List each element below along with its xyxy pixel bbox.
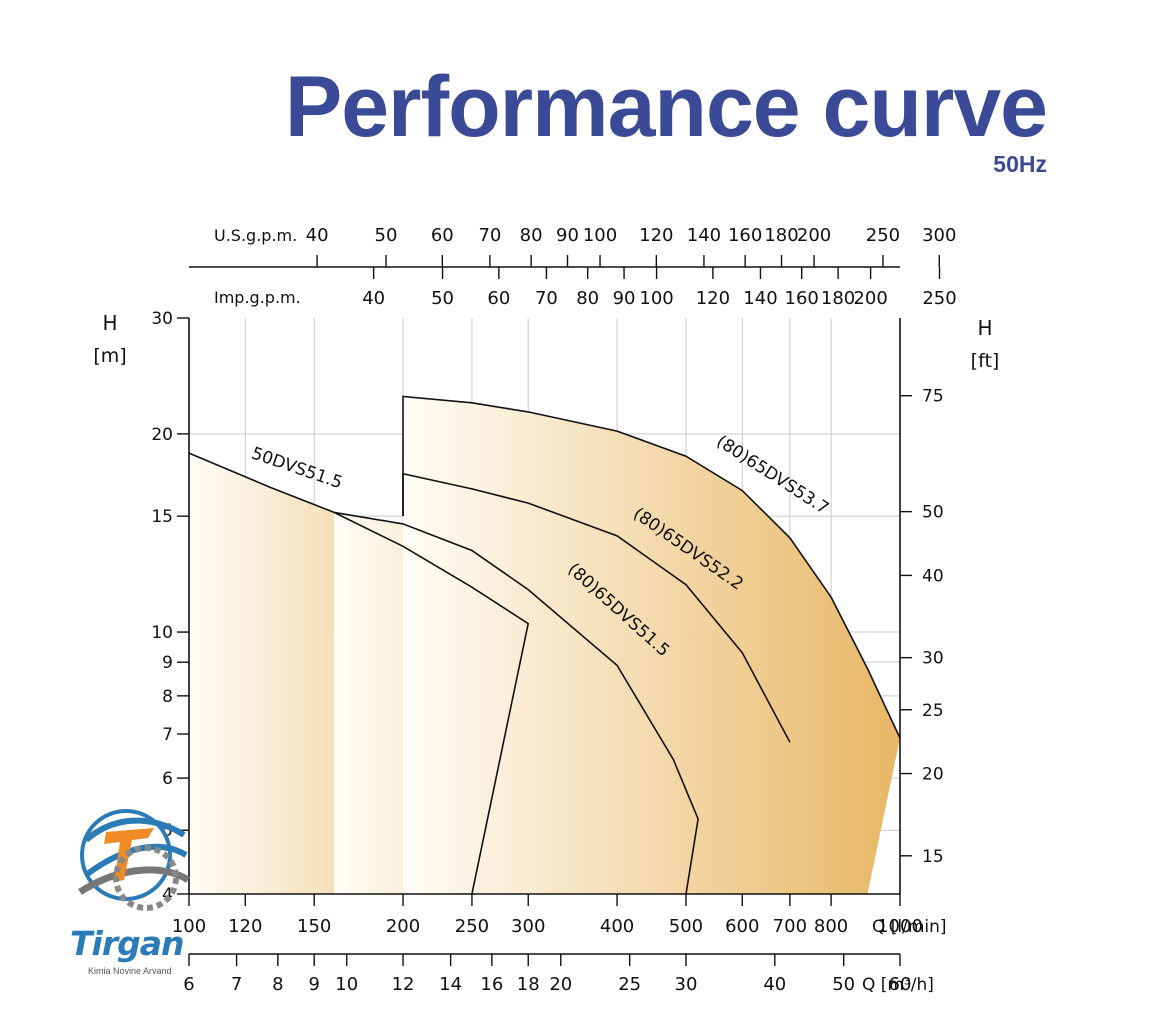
axis-unit-left: [m] (93, 345, 126, 367)
tick-label-m3h: 10 (335, 974, 358, 995)
curve-lines (188, 395, 901, 895)
tick-label-impgpm: 200 (853, 288, 887, 309)
tick-label-lmin: 100 (172, 916, 206, 937)
logo-wordmark: Tirgan (70, 924, 184, 963)
tick-label-right: 40 (922, 566, 944, 586)
tirgan-logo-icon (78, 809, 190, 911)
tick-label-usgpm: 300 (922, 225, 956, 246)
tick-label-m3h: 8 (272, 974, 283, 995)
tick-label-lmin: 120 (228, 916, 262, 937)
tick-label-left: 5 (162, 821, 173, 841)
tick-label-m3h: 25 (618, 974, 641, 995)
series-fill-3 (403, 396, 900, 894)
tick-label-m3h: 20 (549, 974, 572, 995)
tick-label-left: 20 (151, 425, 173, 445)
series-line-3 (402, 395, 901, 739)
axis-label-left: H (102, 311, 117, 335)
tick-label-impgpm: 250 (922, 288, 956, 309)
tick-label-lmin: 500 (669, 916, 703, 937)
tick-label-usgpm: 250 (866, 225, 900, 246)
tick-label-impgpm: 70 (535, 288, 558, 309)
frequency-subtitle: 50Hz (993, 151, 1047, 177)
series-line-0 (188, 452, 530, 895)
axes: 4 5 6 7 8 9 10 15 20 30 H [m] 15 20 25 30 40 50 75 H [ft] 100… (93, 225, 999, 995)
tick-label-left: 6 (162, 769, 173, 789)
tick-label-m3h: 18 (517, 974, 540, 995)
tick-label-right: 75 (922, 387, 944, 407)
tick-label-impgpm: 100 (639, 288, 673, 309)
tick-label-usgpm: 90 (556, 225, 579, 246)
tick-label-left: 30 (151, 309, 173, 329)
tick-label-usgpm: 200 (797, 225, 831, 246)
tick-label-lmin: 700 (773, 916, 807, 937)
axis-label-lmin: Q [l/min] (872, 917, 947, 937)
axis-label-usgpm: U.S.g.p.m. (214, 226, 297, 245)
tick-label-usgpm: 120 (639, 225, 673, 246)
axis-label-m3h: Q [m³/h] (862, 975, 934, 995)
tick-label-left: 9 (162, 653, 173, 673)
tick-label-m3h: 6 (183, 974, 194, 995)
tick-label-m3h: 12 (392, 974, 415, 995)
tick-label-m3h: 50 (832, 974, 855, 995)
tick-label-m3h: 60 (889, 974, 912, 995)
tick-label-impgpm: 140 (743, 288, 777, 309)
tick-label-lmin: 200 (386, 916, 420, 937)
tick-label-right: 20 (922, 765, 944, 785)
axis-unit-right: [ft] (971, 350, 1000, 372)
axis-label-impgpm: Imp.g.p.m. (214, 288, 301, 307)
tick-label-usgpm: 160 (728, 225, 762, 246)
tick-label-lmin: 250 (455, 916, 489, 937)
tick-label-left: 8 (162, 687, 173, 707)
tick-label-lmin: 1000 (877, 916, 923, 937)
tick-label-left: 10 (151, 623, 173, 643)
tick-label-right: 25 (922, 701, 944, 721)
curve-fills (189, 396, 900, 894)
tick-label-m3h: 16 (480, 974, 503, 995)
series-line-2 (402, 472, 791, 743)
series-line-1 (333, 511, 699, 895)
logo-tagline: Kimia Novine Arvand (88, 966, 172, 976)
tick-label-m3h: 7 (231, 974, 242, 995)
axis-label-right: H (977, 316, 992, 340)
tick-label-usgpm: 70 (478, 225, 501, 246)
tick-label-lmin: 300 (511, 916, 545, 937)
tick-label-usgpm: 80 (520, 225, 543, 246)
tick-label-usgpm: 60 (431, 225, 454, 246)
tick-label-left: 15 (151, 507, 173, 527)
tick-label-lmin: 150 (297, 916, 331, 937)
tick-label-left: 7 (162, 725, 173, 745)
tick-label-m3h: 40 (763, 974, 786, 995)
tick-label-m3h: 30 (675, 974, 698, 995)
tick-label-right: 15 (922, 847, 944, 867)
tick-label-impgpm: 50 (431, 288, 454, 309)
tick-label-right: 50 (922, 503, 944, 523)
tick-label-lmin: 600 (725, 916, 759, 937)
tick-label-impgpm: 40 (362, 288, 385, 309)
tick-label-usgpm: 40 (306, 225, 329, 246)
tick-label-impgpm: 160 (785, 288, 819, 309)
tick-label-lmin: 400 (600, 916, 634, 937)
tick-label-usgpm: 180 (764, 225, 798, 246)
tick-label-impgpm: 120 (696, 288, 730, 309)
tick-label-left: 4 (162, 885, 173, 905)
tick-label-impgpm: 180 (821, 288, 855, 309)
tick-label-impgpm: 80 (576, 288, 599, 309)
tick-label-usgpm: 140 (687, 225, 721, 246)
tick-label-right: 30 (922, 649, 944, 669)
tick-label-usgpm: 100 (583, 225, 617, 246)
tick-label-m3h: 14 (439, 974, 462, 995)
tick-label-m3h: 9 (308, 974, 319, 995)
tick-label-impgpm: 90 (613, 288, 636, 309)
page-title: Performance curve (284, 59, 1048, 155)
tick-label-impgpm: 60 (487, 288, 510, 309)
tick-label-lmin: 800 (814, 916, 848, 937)
tick-label-usgpm: 50 (375, 225, 398, 246)
